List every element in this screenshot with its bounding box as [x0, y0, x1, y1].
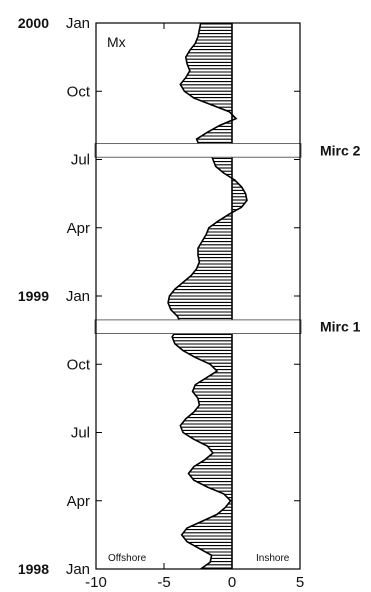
- series-label: Mx: [107, 34, 126, 50]
- y-tick-year-label: 1998: [18, 561, 49, 577]
- y-tick-year-label: 2000: [18, 15, 49, 31]
- x-tick-label: -5: [157, 574, 170, 591]
- y-tick-month-label: Jan: [66, 288, 90, 305]
- y-axis-ticks: Jan 1998 Apr Jul Oct Jan 1999 Apr Jul Oct Jan 2000: [18, 15, 300, 578]
- event-label: Mirc 2: [320, 142, 361, 158]
- x-tick-label: -10: [85, 574, 107, 591]
- x-tick-label: 5: [296, 574, 304, 591]
- event-labels: Mirc 1 Mirc 2: [320, 142, 361, 334]
- event-band: [94, 319, 302, 334]
- shaded-area-hatching: [168, 23, 247, 569]
- x-tick-label: 0: [228, 574, 236, 591]
- inshore-label: Inshore: [256, 553, 290, 564]
- y-tick-month-label: Jul: [71, 152, 90, 169]
- y-tick-month-label: Apr: [67, 493, 90, 510]
- y-tick-month-label: Jan: [66, 15, 90, 32]
- event-label: Mirc 1: [320, 319, 361, 335]
- event-bands: [94, 143, 302, 334]
- offshore-label: Offshore: [108, 553, 147, 564]
- y-tick-month-label: Jul: [71, 425, 90, 442]
- y-tick-month-label: Oct: [67, 356, 91, 373]
- y-tick-month-label: Jan: [66, 561, 90, 578]
- y-tick-year-label: 1999: [18, 288, 49, 304]
- y-tick-month-label: Apr: [67, 220, 90, 237]
- x-axis-ticks: -10 -5 0 5: [85, 23, 304, 591]
- event-band: [94, 143, 302, 158]
- y-tick-month-label: Oct: [67, 83, 91, 100]
